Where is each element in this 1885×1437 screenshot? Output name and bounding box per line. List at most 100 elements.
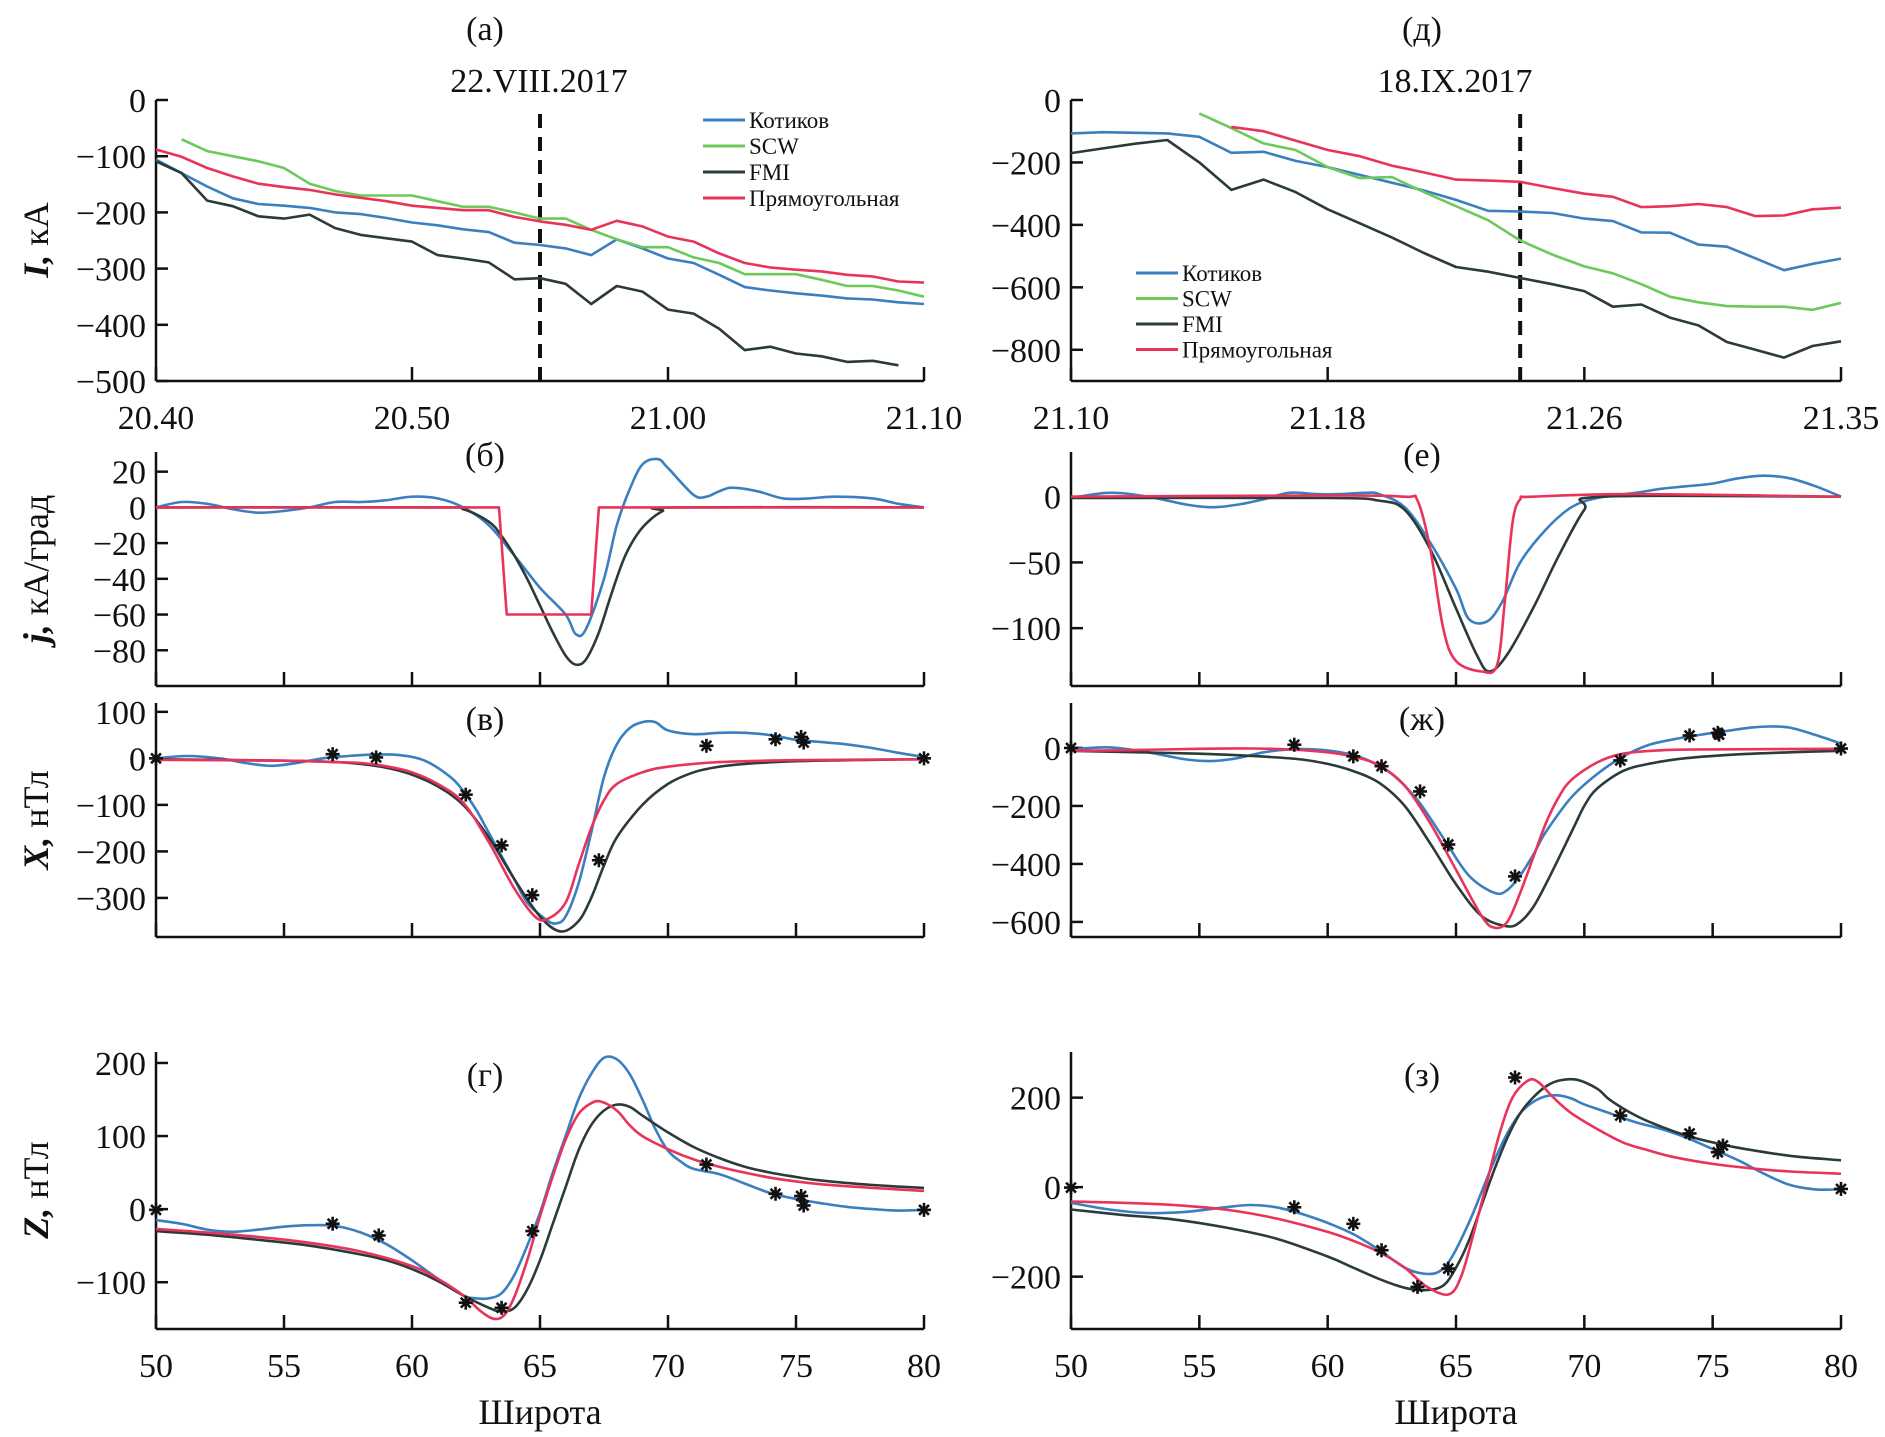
y-tick-label: −200	[991, 145, 1061, 182]
observation-marker	[1064, 740, 1078, 755]
observation-marker-stroke	[326, 1217, 339, 1230]
observation-marker	[369, 750, 384, 765]
observation-marker	[1441, 837, 1456, 852]
observation-marker-stroke	[1065, 742, 1077, 754]
observation-marker	[1346, 749, 1361, 764]
series-line-2	[1070, 494, 1842, 673]
observation-marker	[699, 1157, 714, 1172]
panel-label: (г)	[467, 1057, 504, 1094]
panel-label: (д)	[1402, 11, 1442, 48]
series-line-1	[155, 158, 925, 306]
y-axis-label-z-component: Z, нТл	[16, 1141, 56, 1239]
legend-item: Прямоугольная	[1136, 338, 1333, 363]
x-tick-label: 55	[267, 1348, 301, 1385]
series-line-4	[1231, 125, 1842, 218]
observation-marker	[149, 751, 163, 766]
y-tick-label: 0	[1044, 731, 1061, 768]
legend-label: FMI	[1182, 312, 1223, 337]
legend-item: Котиков	[703, 108, 829, 133]
panel-2: 200−20−40−60−80 (б)	[93, 437, 926, 688]
panel-8: 200 0 −200 50 55 60 65 70 75 80 (з) Широта	[991, 1052, 1858, 1432]
y-tick-label: −100	[991, 611, 1061, 648]
panel-label: (а)	[466, 11, 504, 48]
x-tick-label: 80	[1824, 1348, 1858, 1385]
y-tick-label: 100	[95, 695, 146, 732]
observation-marker	[1441, 1261, 1456, 1276]
observation-marker-stroke	[1614, 1109, 1627, 1122]
legend-label: SCW	[749, 134, 799, 159]
legend-label: Прямоугольная	[1182, 338, 1333, 363]
y-tick-label: −200	[991, 789, 1061, 826]
observation-marker	[371, 1228, 386, 1243]
series-line-3	[155, 1099, 925, 1321]
observation-marker	[325, 747, 340, 762]
y-tick-label: −60	[93, 598, 146, 635]
observation-marker-stroke	[700, 739, 713, 752]
observation-marker	[525, 888, 540, 903]
observation-marker	[699, 738, 714, 753]
panel-label: (з)	[1404, 1057, 1440, 1094]
observation-marker	[1682, 728, 1697, 743]
series-line-2	[155, 758, 925, 933]
observation-marker	[1346, 1216, 1361, 1231]
observation-marker	[1508, 1070, 1523, 1085]
observation-marker	[458, 1295, 473, 1310]
x-tick-label: 70	[651, 1348, 685, 1385]
chart-title: 18.IX.2017	[1378, 63, 1533, 100]
observation-marker-stroke	[150, 1203, 162, 1216]
observation-marker	[149, 1202, 163, 1217]
observation-marker	[794, 1188, 809, 1203]
chart-title: 22.VIII.2017	[450, 63, 628, 100]
observation-marker-stroke	[1683, 1127, 1696, 1140]
observation-marker	[1682, 1126, 1697, 1141]
panel-6: 0 −50 −100 (е)	[991, 437, 1843, 688]
x-tick-label: 80	[907, 1348, 941, 1385]
series-line-2	[1070, 749, 1842, 928]
observation-marker	[1715, 1138, 1730, 1153]
observation-marker-stroke	[1717, 1139, 1729, 1152]
observation-marker	[768, 732, 783, 747]
observation-marker-stroke	[495, 1301, 508, 1314]
observation-marker	[494, 838, 509, 853]
observation-marker	[917, 1202, 931, 1217]
x-tick-label: 65	[523, 1348, 557, 1385]
observation-marker-stroke	[797, 1199, 810, 1212]
observation-marker-stroke	[495, 839, 508, 852]
y-axis-label-x-component: X, нТл	[16, 770, 56, 870]
panel-label: (б)	[465, 437, 505, 474]
x-tick-label: 20.50	[374, 400, 451, 437]
y-tick-label: −400	[76, 308, 146, 345]
legend-label: Котиков	[1182, 261, 1262, 286]
series-line-3	[1070, 492, 1842, 675]
observation-marker-stroke	[1375, 760, 1388, 773]
y-tick-label: −500	[76, 364, 146, 401]
series-line-1	[155, 719, 925, 925]
legend-item: SCW	[703, 134, 799, 159]
series-line-3	[1070, 1077, 1842, 1297]
series-line-3	[155, 758, 925, 922]
y-tick-label: −20	[93, 526, 146, 563]
series-line-1	[155, 457, 925, 638]
y-tick-label: −100	[76, 788, 146, 825]
y-tick-label: −50	[1008, 545, 1061, 582]
observation-marker	[1287, 1200, 1302, 1215]
observation-marker	[458, 787, 473, 802]
legend-item: Котиков	[1136, 261, 1262, 286]
observation-marker	[1508, 869, 1523, 884]
y-tick-label: −200	[991, 1260, 1061, 1297]
observation-marker-stroke	[700, 1158, 713, 1171]
y-tick-label: −400	[991, 847, 1061, 884]
observation-marker	[1410, 1279, 1425, 1294]
x-tick-label: 70	[1567, 1348, 1601, 1385]
observation-marker-stroke	[372, 1229, 385, 1242]
x-tick-label: 21.00	[630, 400, 707, 437]
panel-5: 0 −200 −400 −600 −800 21.10 21.18 21.26 21.35 (д)…	[991, 11, 1879, 437]
observation-marker	[591, 853, 606, 868]
y-axis-label-current-density: j, кА/град	[16, 494, 56, 644]
x-tick-label: 21.35	[1803, 400, 1880, 437]
y-tick-label: −300	[76, 881, 146, 918]
observation-marker-stroke	[1288, 1201, 1301, 1214]
observation-marker-stroke	[150, 752, 162, 765]
